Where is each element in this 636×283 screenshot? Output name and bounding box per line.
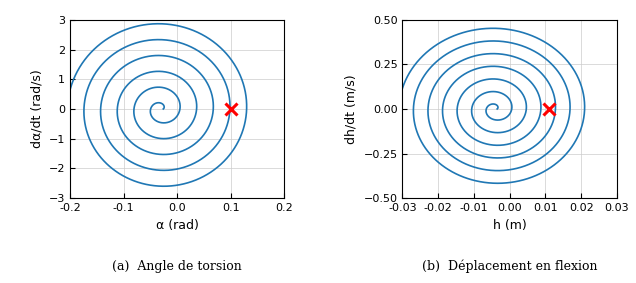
Text: (a)  Angle de torsion: (a) Angle de torsion (113, 260, 242, 273)
Y-axis label: dh/dt (m/s): dh/dt (m/s) (345, 74, 358, 144)
X-axis label: α (rad): α (rad) (156, 218, 198, 231)
X-axis label: h (m): h (m) (493, 218, 527, 231)
Text: (b)  Déplacement en flexion: (b) Déplacement en flexion (422, 259, 597, 273)
Y-axis label: dα/dt (rad/s): dα/dt (rad/s) (30, 70, 43, 148)
